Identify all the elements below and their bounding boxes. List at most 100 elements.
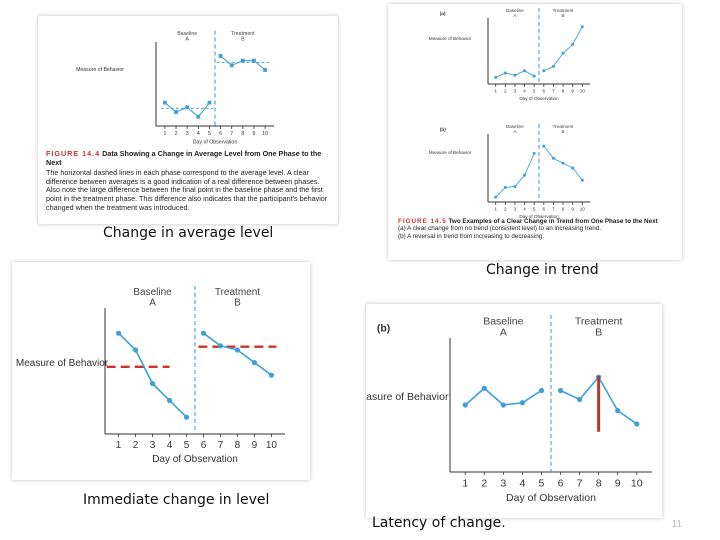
data-point: [503, 71, 507, 75]
data-point: [634, 421, 640, 427]
data-point: [462, 402, 468, 408]
data-point: [163, 100, 167, 105]
x-tick-label: 1: [116, 440, 122, 451]
x-tick-label: 5: [184, 440, 190, 451]
x-tick-label: 5: [208, 131, 211, 137]
data-point: [494, 75, 498, 79]
data-point: [542, 144, 546, 148]
x-tick-label: 1: [462, 478, 468, 490]
x-tick-label: 9: [252, 440, 258, 451]
caption-average-level: Change in average level: [103, 225, 274, 241]
caption-latency: Latency of change.: [372, 515, 506, 531]
data-point: [234, 347, 241, 353]
figure-14-5-caption-a: (a) A clear change from no trend (consis…: [398, 225, 602, 233]
treatment-phase-code: B: [234, 298, 241, 309]
x-tick-label: 10: [631, 478, 643, 490]
baseline-series-line: [118, 332, 188, 418]
data-point: [217, 343, 224, 349]
figure-14-4-body: The horizontal dashed lines in each phas…: [46, 168, 328, 212]
y-axis-label-line-1: Measure of Behavior: [76, 67, 124, 73]
x-tick-label: 7: [552, 89, 555, 94]
panel-label: (b): [377, 323, 390, 335]
x-tick-label: 6: [201, 440, 207, 451]
figure-14-5-caption: FIGURE 14.5 Two Examples of a Clear Chan…: [398, 218, 678, 240]
x-tick-label: 5: [539, 478, 545, 490]
x-tick-label: 4: [197, 131, 200, 137]
baseline-phase-label: Baseline: [133, 287, 172, 298]
data-point: [183, 414, 190, 420]
data-point: [240, 58, 245, 63]
figure-14-5-title: Two Examples of a Clear Change in Trend …: [448, 218, 658, 225]
data-point: [513, 73, 517, 77]
data-point: [551, 156, 555, 160]
x-tick-label: 2: [133, 440, 139, 451]
panel-label: (a): [440, 11, 446, 16]
baseline-phase-code: A: [185, 37, 189, 43]
x-tick-label: 2: [481, 478, 487, 490]
data-point: [519, 400, 526, 406]
x-tick-label: 6: [543, 207, 546, 212]
x-tick-label: 4: [519, 478, 525, 490]
x-tick-label: 8: [241, 131, 244, 137]
immediate-change-panel: Baseline A Treatment B Measure of Behavior 1 2…: [12, 262, 310, 480]
x-tick-label: 4: [523, 89, 526, 94]
y-axis-label-line-1: Measure of Behavior: [429, 36, 472, 41]
baseline-series-line: [495, 153, 535, 198]
x-tick-label: 3: [514, 207, 517, 212]
x-tick-label: 3: [186, 131, 189, 137]
data-point: [542, 69, 546, 73]
data-point: [576, 396, 583, 403]
treatment-phase-code: B: [562, 129, 565, 134]
baseline-series-line: [164, 102, 210, 118]
baseline-phase-label: Baseline: [506, 124, 524, 129]
data-point: [503, 185, 507, 189]
treatment-phase-label: Treatment: [553, 124, 574, 129]
treatment-series-line: [203, 332, 272, 376]
x-tick-label: 7: [218, 440, 224, 451]
x-tick-label: 9: [253, 131, 256, 137]
x-tick-label: 8: [562, 207, 565, 212]
treatment-phase-code: B: [595, 326, 602, 338]
data-point: [218, 54, 223, 58]
treatment-series-line: [220, 55, 266, 71]
data-point: [513, 184, 517, 188]
x-tick-label: 4: [167, 440, 173, 451]
data-point: [115, 330, 122, 336]
x-tick-label: 1: [494, 207, 497, 212]
x-tick-label: 3: [150, 440, 156, 451]
x-tick-label: 7: [552, 207, 555, 212]
x-tick-label: 6: [543, 89, 546, 94]
data-point: [523, 69, 527, 73]
x-tick-label: 8: [596, 478, 602, 490]
x-axis-label: Day of Observation: [519, 96, 559, 101]
baseline-phase-label: Baseline: [177, 31, 197, 37]
data-point: [523, 173, 527, 177]
data-point: [263, 68, 267, 72]
x-tick-label: 9: [571, 89, 574, 94]
x-tick-label: 2: [504, 89, 507, 94]
x-axis-label: Day of Observation: [152, 454, 238, 465]
data-point: [500, 402, 506, 408]
x-axis-label: Day of Observation: [519, 214, 559, 219]
data-point: [615, 407, 621, 414]
data-point: [571, 166, 575, 170]
figure-14-5-label: FIGURE 14.5: [398, 218, 447, 225]
x-tick-label: 7: [230, 131, 233, 137]
x-axis-label: Day of Observation: [193, 139, 238, 145]
figure-14-4-title: Data Showing a Change in Average Level f…: [46, 149, 322, 167]
data-point: [551, 64, 555, 68]
x-tick-label: 10: [580, 207, 586, 212]
data-point: [196, 114, 201, 119]
data-point: [229, 63, 234, 68]
data-point: [149, 381, 156, 387]
baseline-phase-label: Baseline: [483, 315, 523, 327]
y-axis-label-line-1: Measure of Behavior: [16, 358, 109, 369]
x-tick-label: 6: [558, 478, 564, 490]
data-point: [561, 161, 565, 165]
data-point: [166, 397, 173, 403]
